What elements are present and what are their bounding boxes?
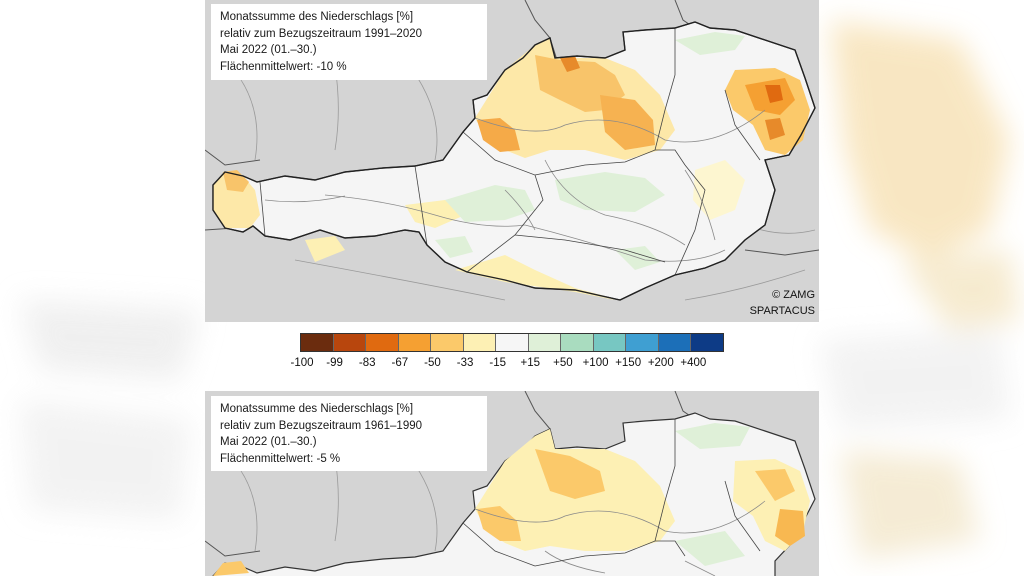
legend-label: +15: [520, 357, 541, 369]
map-title: Monatssumme des Niederschlags [%]: [220, 403, 414, 415]
precipitation-map-1961-1990: Monatssumme des Niederschlags [%] relati…: [205, 391, 819, 576]
legend-swatch: [398, 334, 432, 351]
legend-label: +150: [615, 357, 642, 369]
legend-swatch: [301, 334, 334, 351]
legend-label: -99: [326, 357, 343, 369]
austria-map-graphic: [205, 0, 819, 301]
map-reference-period: relativ zum Bezugszeitraum 1961–1990: [220, 419, 423, 432]
legend-color-bar: [300, 333, 724, 352]
legend-label: +400: [680, 357, 707, 369]
legend-swatch: [496, 334, 529, 351]
legend-label: -50: [424, 357, 441, 369]
legend-labels: -100 -99 -83 -67 -50 -33 -15 +15 +50 +100 +150 +200…: [290, 357, 724, 373]
map-month: Mai 2022 (01.–30.): [220, 44, 317, 56]
legend-label: -15: [489, 357, 506, 369]
legend-swatch: [463, 334, 497, 351]
map-info-box: Monatssumme des Niederschlags [%] relati…: [211, 4, 487, 80]
legend-swatch: [333, 334, 367, 351]
legend-label: -100: [290, 357, 314, 369]
legend-swatch: [658, 334, 692, 351]
legend-swatch: [691, 334, 723, 351]
source-label: SPARTACUS: [749, 305, 815, 317]
austria-map-graphic: [205, 391, 816, 576]
copyright-label: © ZAMG: [772, 289, 815, 301]
legend-swatch: [366, 334, 399, 351]
legend-label: -33: [456, 357, 474, 369]
legend-label: +50: [553, 357, 573, 369]
map-title: Monatssumme des Niederschlags [%]: [220, 11, 414, 23]
legend-swatch: [561, 334, 594, 351]
map-reference-period: relativ zum Bezugszeitraum 1991–2020: [220, 27, 423, 40]
legend-swatch: [431, 334, 464, 351]
legend-label: -83: [358, 357, 376, 369]
map-area-mean: Flächenmittelwert: -10 %: [220, 60, 347, 73]
legend-swatch: [626, 334, 659, 351]
legend-label: +100: [582, 357, 609, 369]
legend-label: -67: [391, 357, 409, 369]
legend-swatch: [528, 334, 562, 351]
legend-swatch: [593, 334, 627, 351]
map-month: Mai 2022 (01.–30.): [220, 436, 317, 448]
map-area-mean: Flächenmittelwert: -5 %: [220, 452, 341, 465]
legend-label: +200: [647, 357, 674, 369]
map-info-box: Monatssumme des Niederschlags [%] relati…: [211, 396, 487, 471]
precipitation-map-1991-2020: Monatssumme des Niederschlags [%] relati…: [205, 0, 819, 322]
color-legend: -100 -99 -83 -67 -50 -33 -15 +15 +50 +100 +150 +200…: [290, 333, 724, 373]
